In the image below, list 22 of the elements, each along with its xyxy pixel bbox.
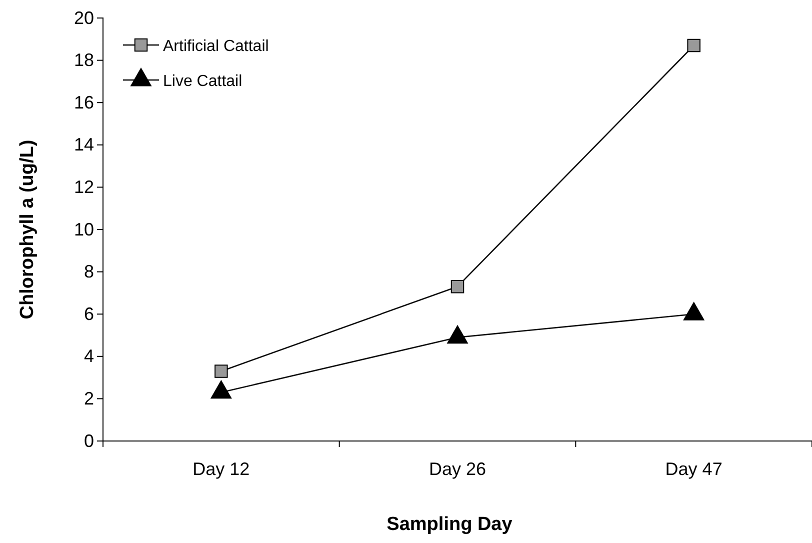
y-tick-label: 18 [74, 50, 94, 70]
x-tick-label: Day 26 [428, 459, 486, 479]
legend-label: Live Cattail [163, 73, 242, 90]
y-axis-title: Chlorophyll a (ug/L) [17, 140, 38, 320]
y-tick-label: 14 [74, 134, 94, 155]
y-tick-label: 8 [84, 262, 94, 282]
x-axis-title: Sampling Day [386, 514, 513, 535]
y-tick-label: 10 [74, 219, 94, 240]
y-tick-label: 0 [84, 430, 94, 451]
point [210, 380, 232, 399]
y-tick-label: 6 [84, 304, 94, 324]
point [447, 325, 468, 344]
point [683, 302, 704, 320]
x-tick-label: Day 12 [192, 459, 250, 479]
y-tick-label: 4 [84, 346, 94, 366]
y-tick-label: 2 [84, 388, 94, 408]
y-tick-label: 12 [74, 176, 94, 197]
x-tick-label: Day 47 [665, 459, 722, 479]
point [687, 38, 700, 52]
legend-label: Artificial Cattail [163, 38, 269, 55]
y-tick-label: 16 [74, 92, 94, 112]
y-tick-label: 20 [74, 8, 94, 28]
